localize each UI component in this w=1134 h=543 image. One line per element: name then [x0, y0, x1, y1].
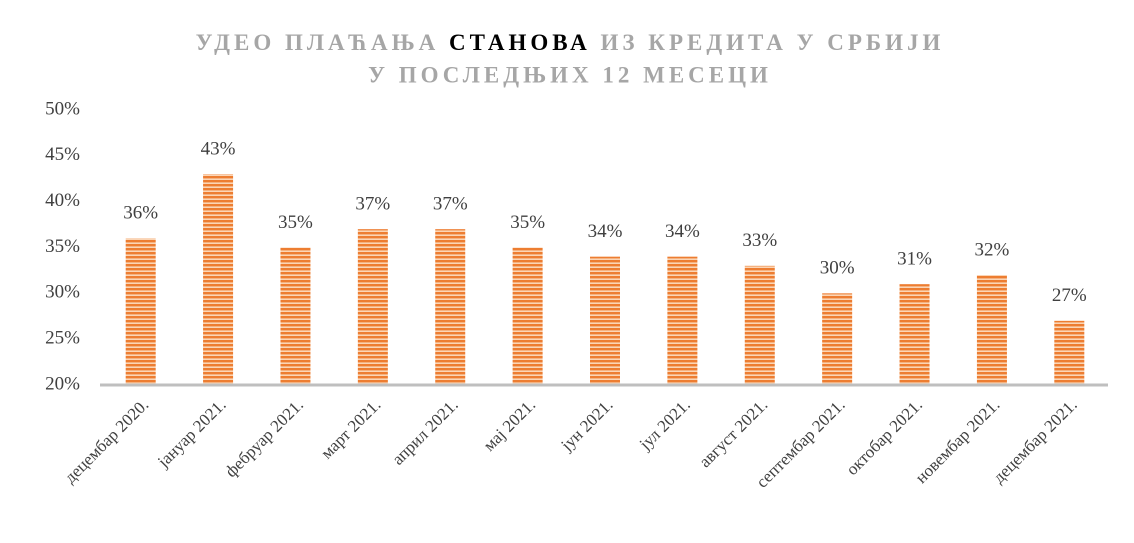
bar [203, 174, 234, 385]
title-part: ИЗ КРЕДИТА У СРБИЈИ [600, 30, 944, 55]
y-tick-label: 20% [45, 373, 80, 394]
data-label: 34% [588, 221, 623, 242]
bar [435, 229, 466, 385]
y-tick-label: 30% [45, 282, 80, 303]
bar [667, 256, 698, 385]
data-label: 27% [1052, 285, 1087, 306]
x-tick-label: август 2021. [695, 395, 771, 471]
data-label: 35% [278, 212, 313, 233]
y-tick-label: 25% [45, 328, 80, 349]
data-label: 33% [742, 230, 777, 251]
data-label: 30% [820, 258, 855, 279]
y-tick-label: 40% [45, 190, 80, 211]
bar [899, 284, 930, 385]
x-tick-label: јул 2021. [635, 395, 694, 454]
bar [976, 275, 1007, 385]
bar [357, 229, 388, 385]
data-label: 43% [201, 139, 236, 160]
bar [822, 293, 853, 385]
data-label: 37% [355, 194, 390, 215]
data-label: 32% [975, 239, 1010, 260]
data-label: 37% [433, 194, 468, 215]
data-label: 35% [510, 212, 545, 233]
x-tick-label: децембар 2020. [61, 395, 153, 487]
x-tick-label: мај 2021. [480, 395, 540, 455]
x-tick-label: јануар 2021. [153, 395, 230, 472]
x-tick-label: фебруар 2021. [221, 395, 307, 481]
bar [280, 247, 311, 385]
data-label: 34% [665, 221, 700, 242]
chart-title: У ПОСЛЕДЊИХ 12 МЕСЕЦИ [368, 62, 772, 87]
bar [744, 265, 775, 385]
y-tick-label: 35% [45, 236, 80, 257]
y-tick-label: 50% [45, 98, 80, 119]
bar [125, 238, 156, 385]
title-part: УДЕО ПЛАЋАЊА [196, 30, 440, 55]
y-tick-label: 45% [45, 144, 80, 165]
x-tick-label: јун 2021. [557, 395, 617, 455]
data-label: 36% [123, 203, 158, 224]
bar [1054, 320, 1085, 385]
chart-title: УДЕО ПЛАЋАЊА СТАНОВА ИЗ КРЕДИТА У СРБИЈИ [196, 30, 945, 55]
bar [590, 256, 620, 385]
data-label: 31% [897, 249, 932, 270]
x-tick-label: октобар 2021. [842, 395, 926, 479]
x-tick-label: март 2021. [317, 395, 384, 462]
bar [512, 247, 543, 385]
x-tick-label: април 2021. [388, 395, 462, 469]
title-part: СТАНОВА [449, 30, 591, 55]
